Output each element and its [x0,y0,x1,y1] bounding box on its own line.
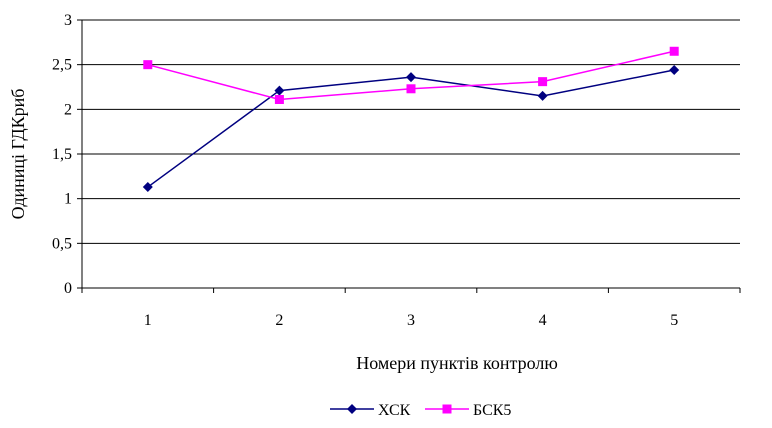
legend-label: БСК5 [473,402,511,419]
x-tick-label: 2 [275,312,283,329]
x-tick-label: 5 [670,312,678,329]
data-point [142,182,153,193]
legend-marker [442,404,452,414]
y-tick-label: 2,5 [52,57,72,74]
y-tick-label: 1,5 [52,146,72,163]
x-tick-label: 4 [539,312,547,329]
y-axis-title: Одиниці ГДКриб [8,89,28,220]
legend-marker [347,404,357,414]
data-point [406,84,416,94]
data-point [274,85,285,96]
legend-item-2: БСК5 [425,402,511,419]
y-tick-labels: 0 0,5 1 1,5 2 2,5 3 [52,12,72,297]
x-tick-label: 3 [407,312,415,329]
legend-label: ХСК [378,402,411,419]
x-tick-label: 1 [144,312,152,329]
y-tick-label: 3 [64,12,72,29]
data-point [537,90,548,101]
data-point [669,46,679,56]
gridlines [82,19,740,244]
legend-item-1: ХСК [330,402,411,419]
legend: ХСК БСК5 [330,402,511,419]
data-point [538,77,548,87]
series-2 [143,46,679,105]
series-1 [142,65,680,193]
x-axis-title: Номери пунктів контролю [356,353,558,373]
y-tick-label: 0 [64,280,72,297]
series-group [142,46,680,193]
axes [77,19,741,293]
y-tick-label: 2 [64,101,72,118]
data-point [406,72,416,83]
data-point [274,95,284,105]
data-point [669,65,680,76]
y-tick-label: 0,5 [52,235,72,252]
y-tick-label: 1 [64,191,72,208]
data-point [143,60,153,70]
x-tick-labels: 1 2 3 4 5 [144,312,678,329]
